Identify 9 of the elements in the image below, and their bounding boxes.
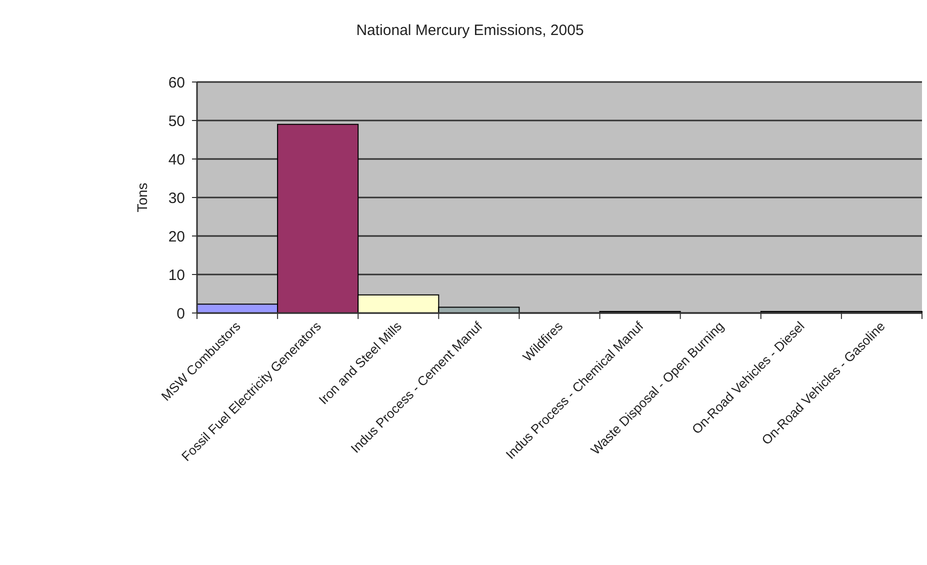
y-tick-label: 30 <box>168 190 185 207</box>
y-tick-label: 40 <box>168 151 185 168</box>
chart-title: National Mercury Emissions, 2005 <box>356 22 584 39</box>
y-axis-title: Tons <box>134 182 150 212</box>
y-tick-label: 60 <box>168 74 185 92</box>
y-tick-label: 10 <box>168 266 185 284</box>
y-tick-label: 50 <box>168 112 185 130</box>
y-tick-label: 20 <box>168 228 185 246</box>
y-tick-label: 0 <box>176 305 185 322</box>
